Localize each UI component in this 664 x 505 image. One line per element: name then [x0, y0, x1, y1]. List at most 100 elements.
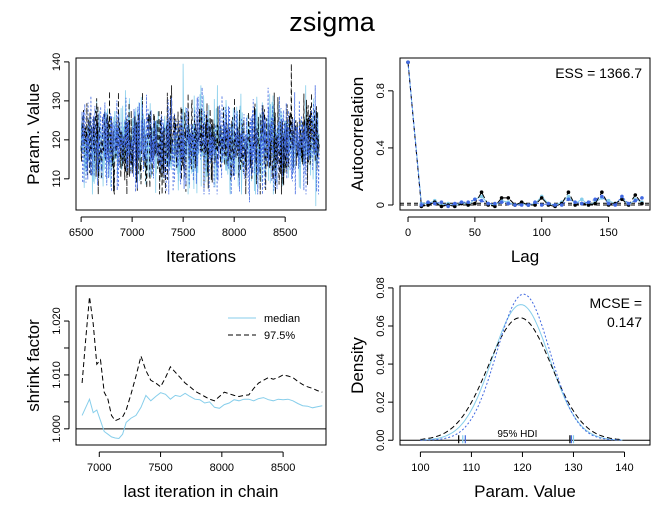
plot-frame: [75, 285, 327, 446]
acf-point: [473, 197, 477, 202]
x-tick-label: 6500: [69, 227, 93, 239]
y-tick-label: 1.000: [51, 415, 63, 443]
ess-annotation: ESS = 1366.7: [555, 65, 642, 81]
x-tick-label: 8500: [271, 462, 295, 474]
y-axis-label: Density: [348, 337, 367, 394]
acf-point: [620, 197, 624, 202]
acf-point: [600, 194, 604, 199]
x-tick-label: 7500: [148, 462, 172, 474]
shrink-series-line: [81, 296, 323, 422]
plot-frame: [75, 57, 327, 211]
acf-point: [573, 200, 577, 204]
acf-point: [539, 196, 544, 200]
acf-point: [566, 194, 571, 199]
x-tick-label: 140: [615, 462, 633, 474]
x-axis-label: Iterations: [166, 247, 236, 266]
acf-point: [446, 204, 450, 209]
acf-point: [453, 201, 457, 206]
acf-point: [499, 200, 504, 204]
y-tick-label: 120: [51, 131, 63, 149]
acf-point: [432, 201, 437, 206]
x-axis-label: last iteration in chain: [124, 482, 279, 501]
acf-point: [513, 203, 517, 207]
mcse-annotation-value: 0.147: [607, 314, 642, 330]
acf-point: [459, 200, 464, 204]
acf-point: [499, 196, 504, 200]
acf-point: [406, 60, 410, 65]
acf-point: [506, 196, 511, 200]
x-tick-label: 8000: [210, 462, 234, 474]
y-tick-label: 0.06: [375, 315, 387, 336]
x-tick-label: 100: [411, 462, 429, 474]
acf-point: [439, 200, 444, 204]
acf-point: [439, 204, 444, 209]
acf-point: [486, 201, 491, 206]
y-axis-label: Param. Value: [24, 83, 43, 185]
acf-point: [519, 200, 524, 204]
acf-point: [573, 203, 577, 207]
figure-title: zsigma: [289, 7, 376, 37]
trace-series-line: [80, 63, 320, 195]
acf-point: [640, 196, 644, 200]
shrink-series-line: [81, 392, 323, 440]
x-tick-label: 7000: [87, 462, 111, 474]
acf-series-line: [407, 62, 643, 207]
mcse-annotation-line: MCSE =: [589, 295, 642, 311]
acf-point: [626, 201, 631, 206]
legend-label: median: [264, 313, 300, 325]
acf-point: [426, 203, 430, 207]
acf-point: [519, 203, 524, 207]
x-tick-label: 130: [564, 462, 582, 474]
acf-point: [533, 203, 537, 207]
acf-point: [466, 203, 470, 207]
acf-point: [600, 190, 604, 194]
trace-plot-panel: 6500 7000 7500 8000 8500 110 120 130 140 Iteratio…: [24, 53, 327, 266]
y-axis-label: shrink factor: [24, 319, 43, 412]
density-curve: [420, 304, 623, 441]
acf-point: [466, 200, 470, 204]
acf-point: [426, 200, 430, 204]
acf-point: [633, 198, 638, 203]
shrink-factor-plot-panel: 7000 7500 8000 8500 1.000 1.010 1.020 last iter…: [24, 285, 327, 501]
y-tick-label: 0.8: [375, 83, 387, 98]
acf-point: [586, 203, 591, 207]
y-tick-label: 140: [51, 53, 63, 71]
acf-point: [546, 201, 551, 206]
x-tick-label: 0: [405, 227, 411, 239]
acf-point: [580, 201, 584, 206]
acf-point: [493, 204, 497, 209]
acf-point: [493, 201, 497, 206]
plot-frame: [399, 285, 651, 446]
acf-point: [526, 203, 531, 207]
acf-point: [539, 203, 544, 207]
acf-point: [453, 204, 457, 209]
acf-point: [479, 190, 484, 194]
plot-frame: [399, 57, 651, 211]
x-tick-label: 120: [513, 462, 531, 474]
acf-point: [593, 197, 597, 202]
density-curve: [420, 293, 623, 441]
acf-point: [506, 201, 511, 206]
acf-series-line: [407, 62, 643, 207]
y-tick-label: 1.020: [51, 307, 63, 335]
x-tick-label: 100: [533, 227, 551, 239]
y-tick-label: 130: [51, 92, 63, 110]
x-axis-label: Lag: [511, 247, 539, 266]
acf-point: [613, 203, 618, 207]
acf-point: [620, 194, 624, 199]
trace-series-line: [80, 85, 320, 203]
hdi-label: 95% HDI: [497, 429, 537, 440]
x-tick-label: 7000: [120, 227, 144, 239]
y-tick-label: 0: [375, 202, 387, 208]
legend-label: 97.5%: [264, 330, 295, 342]
acf-point: [553, 203, 557, 207]
density-curve: [420, 317, 623, 441]
acf-point: [479, 194, 484, 199]
acf-point: [580, 197, 584, 202]
x-axis-label: Param. Value: [474, 482, 576, 501]
x-tick-label: 50: [469, 227, 481, 239]
x-tick-label: 8500: [273, 227, 297, 239]
y-tick-label: 0.04: [375, 353, 387, 374]
x-tick-label: 110: [463, 462, 481, 474]
